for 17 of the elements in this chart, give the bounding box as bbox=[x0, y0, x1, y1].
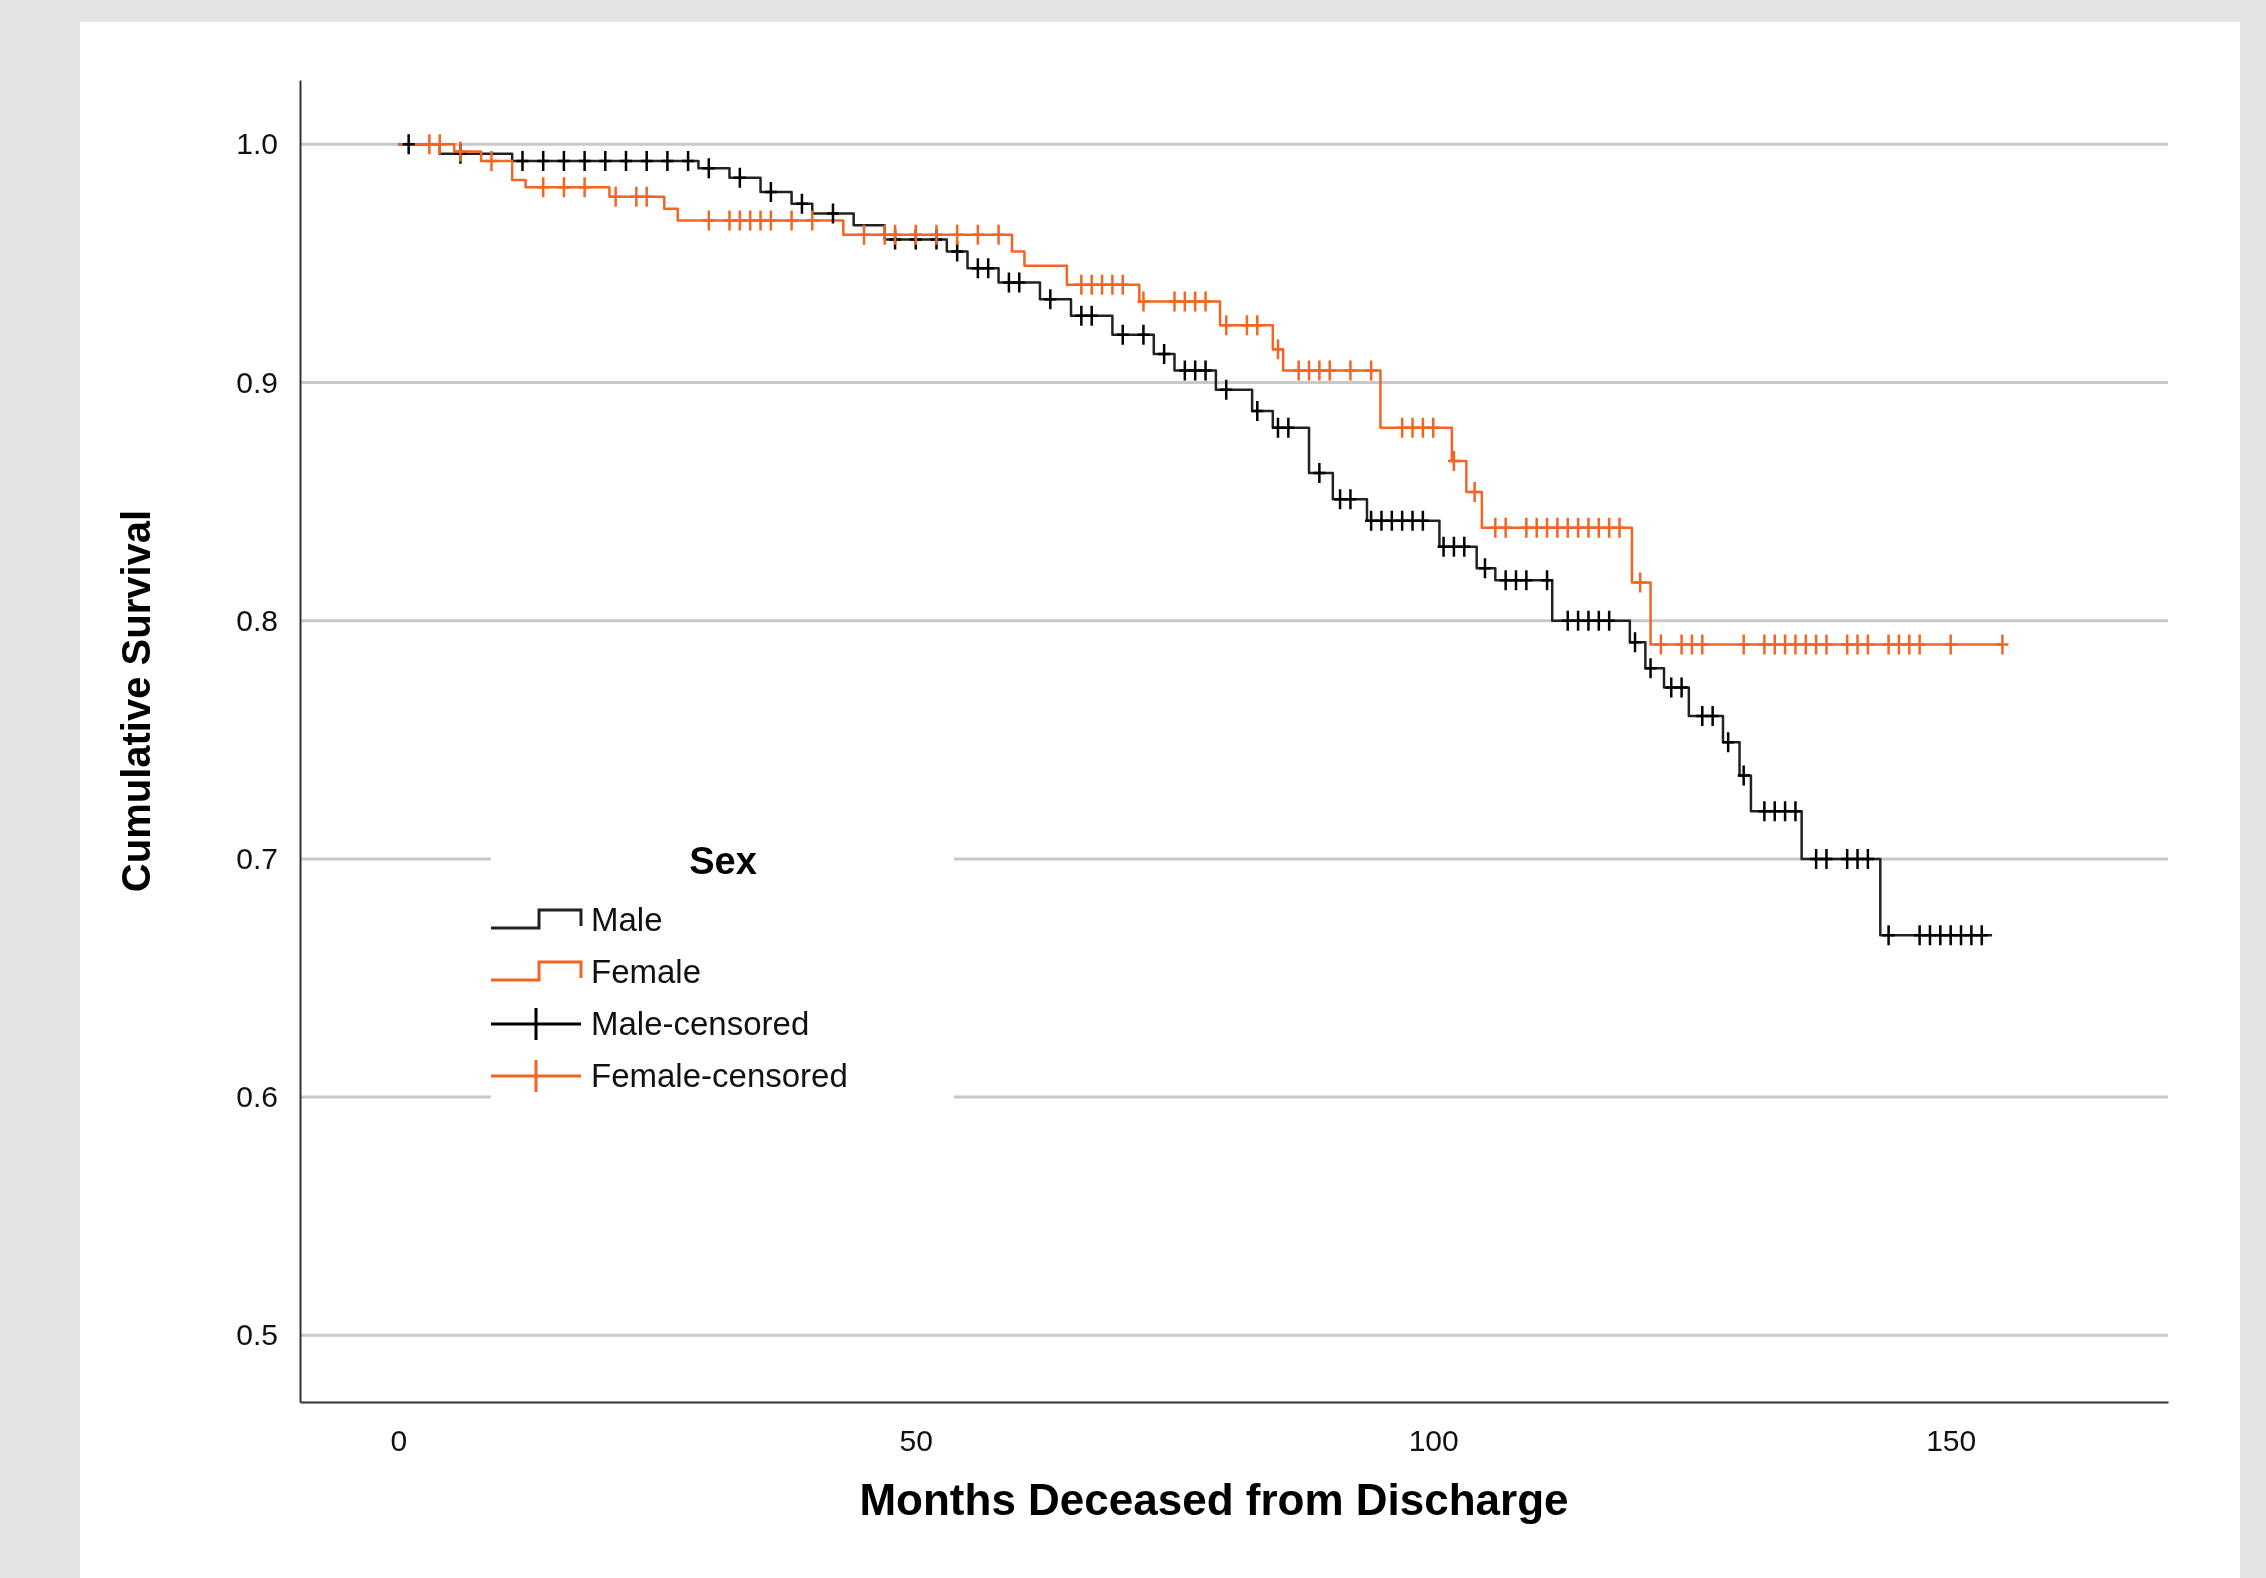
x-tick-label: 0 bbox=[390, 1424, 408, 1458]
x-tick-label: 150 bbox=[1926, 1424, 1977, 1458]
y-tick-label: 0.6 bbox=[236, 1080, 278, 1114]
legend-label: Male bbox=[591, 901, 663, 938]
legend-label: Female bbox=[591, 953, 702, 990]
y-axis-title: Cumulative Survival bbox=[114, 509, 158, 893]
x-axis-title: Months Deceased from Discharge bbox=[859, 1475, 1569, 1524]
y-tick-label: 0.8 bbox=[236, 603, 278, 637]
legend-label: Female-censored bbox=[591, 1057, 848, 1094]
legend-title: Sex bbox=[689, 840, 757, 882]
y-tick-label: 0.9 bbox=[236, 365, 278, 399]
y-tick-label: 0.5 bbox=[236, 1318, 278, 1352]
x-tick-label: 50 bbox=[899, 1424, 933, 1458]
x-tick-label: 100 bbox=[1408, 1424, 1459, 1458]
y-tick-label: 0.7 bbox=[236, 842, 278, 876]
y-tick-label: 1.0 bbox=[236, 127, 278, 161]
legend-label: Male-censored bbox=[591, 1005, 810, 1042]
